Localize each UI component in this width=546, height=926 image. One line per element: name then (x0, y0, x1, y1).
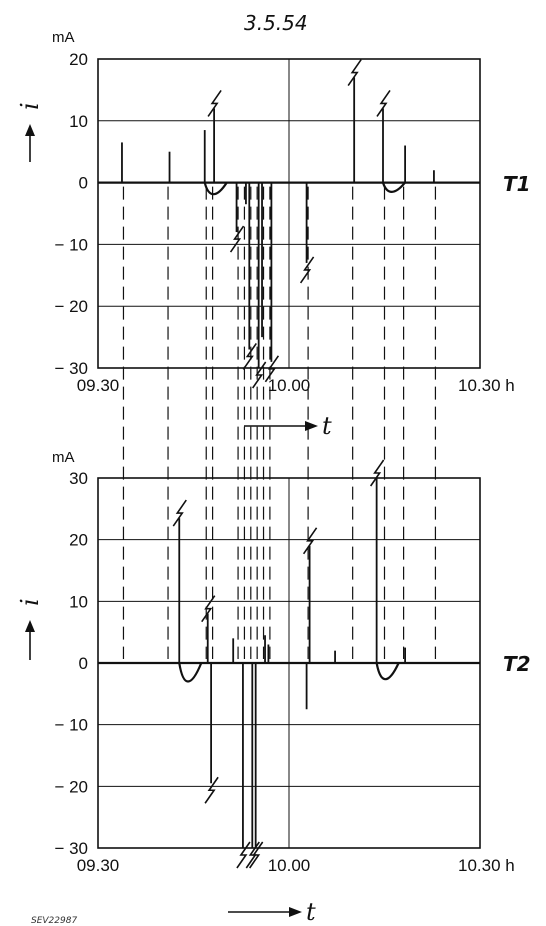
t2-event-undershoot (178, 662, 203, 683)
t2-y-tick-label: − 20 (54, 777, 88, 796)
t2-off-scale-marker (236, 841, 251, 869)
t1-x-tick-label: 10.30 h (458, 376, 515, 395)
t1-grid (97, 58, 481, 369)
t2-y-tick-label: − 10 (54, 716, 88, 735)
t2-y-tick-label: 30 (69, 469, 88, 488)
t1-y-axis-var: i (16, 102, 44, 110)
t2-x-ticks: 09.30 10.00 10.30 h (77, 856, 515, 875)
t2-trace (98, 459, 480, 869)
t2-y-tick-label: 0 (79, 654, 88, 673)
t1-off-scale-marker (299, 256, 315, 284)
t1-off-scale-marker (376, 89, 391, 117)
t2-x-tick-label: 10.30 h (458, 856, 515, 875)
t1-y-tick-label: − 10 (54, 235, 88, 254)
t1-y-axis-label: i (16, 102, 44, 162)
t2-event-undershoot (375, 662, 400, 681)
t1-off-scale-marker (347, 59, 362, 86)
t1-y-tick-label: 20 (69, 50, 88, 69)
panel-t2: mA 30 20 10 0 − 10 − 20 − 30 09.30 10.00 10.30 h… (16, 449, 531, 926)
t2-y-tick-label: 10 (69, 592, 88, 611)
t2-off-scale-marker (204, 776, 219, 804)
t1-unit-label: mA (52, 29, 75, 46)
t1-y-tick-label: − 20 (54, 297, 88, 316)
t1-x-tick-label: 10.00 (268, 376, 311, 395)
t2-x-axis-label: t (228, 898, 316, 926)
t1-trace (98, 59, 480, 389)
t2-off-scale-marker (302, 527, 318, 555)
t2-off-scale-marker (172, 499, 187, 527)
t1-y-tick-label: 0 (79, 174, 88, 193)
date-label: 3.5.54 (244, 11, 308, 35)
t2-y-tick-label: 20 (69, 531, 88, 550)
t1-x-tick-label: 09.30 (77, 376, 120, 395)
t1-event-undershoot (381, 181, 406, 193)
t2-panel-label: T2 (503, 652, 531, 676)
panel-t1: mA 20 10 0 − 10 − 20 − 30 09.30 10.00 10.30 h T… (16, 29, 531, 440)
t1-y-tick-label: − 30 (54, 359, 88, 378)
t2-x-tick-label: 10.00 (268, 856, 311, 875)
t2-x-arrow-head (289, 907, 302, 917)
t1-x-axis-var: t (322, 412, 332, 440)
t2-x-tick-label: 09.30 (77, 856, 120, 875)
t2-off-scale-marker (201, 595, 216, 623)
t1-off-scale-marker (207, 89, 222, 117)
t1-off-scale-marker (242, 343, 257, 370)
t1-x-arrow-head (305, 421, 318, 431)
t1-y-arrow-head (25, 124, 35, 136)
t2-y-axis-var: i (16, 598, 44, 606)
t1-event-undershoot (203, 182, 228, 196)
t2-y-tick-label: − 30 (54, 839, 88, 858)
t1-y-tick-label: 10 (69, 112, 88, 131)
t2-y-arrow-head (25, 620, 35, 632)
t1-off-scale-marker (229, 225, 245, 253)
figure-code: SEV22987 (31, 916, 77, 926)
t2-off-scale-marker (369, 459, 385, 487)
connector-lines (122, 186, 437, 659)
t2-x-axis-var: t (306, 898, 316, 926)
t1-off-scale-marker (252, 361, 267, 389)
t2-unit-label: mA (52, 449, 75, 466)
t2-y-axis-label: i (16, 598, 44, 660)
t2-off-scale-marker (249, 841, 264, 869)
t2-y-ticks: 30 20 10 0 − 10 − 20 − 30 (54, 469, 88, 858)
t1-y-ticks: 20 10 0 − 10 − 20 − 30 (54, 50, 88, 378)
t1-panel-label: T1 (503, 172, 531, 196)
t1-x-ticks: 09.30 10.00 10.30 h (77, 376, 515, 395)
